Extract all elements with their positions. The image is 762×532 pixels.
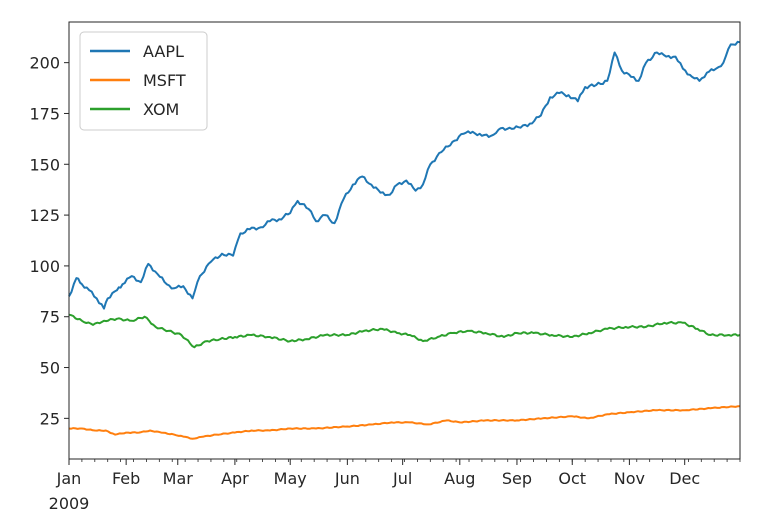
- x-tick-label: Apr: [221, 469, 249, 488]
- x-year-label: 2009: [49, 494, 90, 513]
- legend-box: [79, 31, 208, 131]
- y-tick-label: 75: [40, 308, 60, 327]
- y-tick-label: 50: [40, 359, 60, 378]
- x-tick-label: Mar: [163, 469, 194, 488]
- x-tick-label: Dec: [669, 469, 700, 488]
- x-tick-label: Sep: [502, 469, 532, 488]
- x-tick-label: Nov: [614, 469, 645, 488]
- legend-label-msft: MSFT: [143, 71, 186, 90]
- x-tick-label: Oct: [558, 469, 586, 488]
- series-line-aapl: [68, 40, 741, 310]
- x-tick-label: Jan: [56, 469, 82, 488]
- y-tick-label: 200: [29, 54, 60, 73]
- y-tick-label: 150: [29, 155, 60, 174]
- y-tick-label: 25: [40, 409, 60, 428]
- axes-layer: 25 50 75 100 125 150 175 200 Jan Feb Mar Apr May Jun J…: [29, 21, 741, 513]
- series-line-msft: [68, 405, 741, 440]
- x-tick-label: Feb: [112, 469, 140, 488]
- legend: AAPL MSFT XOM: [79, 31, 208, 131]
- y-tick-label: 175: [29, 104, 60, 123]
- series-line-xom: [68, 313, 741, 349]
- legend-label-xom: XOM: [143, 100, 179, 119]
- y-tick-label: 100: [29, 257, 60, 276]
- x-tick-label: Aug: [444, 469, 475, 488]
- x-tick-label: Jun: [334, 469, 360, 488]
- x-tick-label: May: [274, 469, 307, 488]
- x-tick-label: Jul: [392, 469, 412, 488]
- y-tick-label: 125: [29, 206, 60, 225]
- series-layer: [68, 40, 741, 440]
- legend-label-aapl: AAPL: [143, 42, 184, 61]
